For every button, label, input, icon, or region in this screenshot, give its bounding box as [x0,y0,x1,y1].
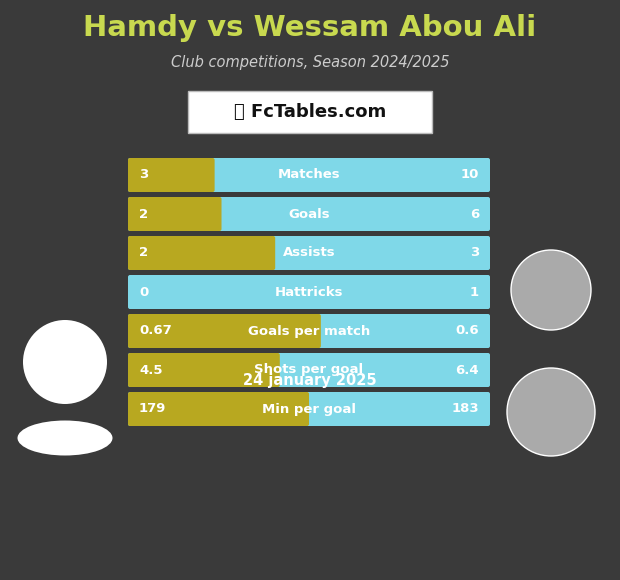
FancyBboxPatch shape [128,158,490,192]
FancyBboxPatch shape [128,275,490,309]
Text: 2: 2 [139,208,148,220]
FancyBboxPatch shape [128,314,490,348]
FancyBboxPatch shape [128,158,215,192]
Text: 0: 0 [139,285,148,299]
Text: 1: 1 [470,285,479,299]
FancyBboxPatch shape [128,353,280,387]
Text: 3: 3 [470,246,479,259]
Text: 183: 183 [451,403,479,415]
FancyBboxPatch shape [188,91,432,133]
FancyBboxPatch shape [128,236,275,270]
FancyBboxPatch shape [128,392,490,426]
Text: Assists: Assists [283,246,335,259]
FancyBboxPatch shape [128,392,309,426]
Text: Matches: Matches [278,169,340,182]
Text: 0.67: 0.67 [139,324,172,338]
Text: Goals per match: Goals per match [248,324,370,338]
Circle shape [511,250,591,330]
Text: 📊 FcTables.com: 📊 FcTables.com [234,103,386,121]
Text: 6: 6 [470,208,479,220]
FancyBboxPatch shape [128,197,490,231]
Text: Hattricks: Hattricks [275,285,343,299]
Text: 179: 179 [139,403,166,415]
Text: Club competitions, Season 2024/2025: Club competitions, Season 2024/2025 [170,55,450,70]
FancyBboxPatch shape [128,314,321,348]
Text: 0.6: 0.6 [455,324,479,338]
Circle shape [507,368,595,456]
Text: Min per goal: Min per goal [262,403,356,415]
Text: 10: 10 [461,169,479,182]
Text: Goals: Goals [288,208,330,220]
FancyBboxPatch shape [128,197,221,231]
Text: 2: 2 [139,246,148,259]
Ellipse shape [17,420,112,455]
Text: Shots per goal: Shots per goal [254,364,363,376]
Text: Hamdy vs Wessam Abou Ali: Hamdy vs Wessam Abou Ali [83,14,537,42]
FancyBboxPatch shape [128,353,490,387]
Text: 4.5: 4.5 [139,364,162,376]
FancyBboxPatch shape [128,236,490,270]
Text: 24 january 2025: 24 january 2025 [243,374,377,389]
Text: 3: 3 [139,169,148,182]
Circle shape [23,320,107,404]
Text: 6.4: 6.4 [455,364,479,376]
